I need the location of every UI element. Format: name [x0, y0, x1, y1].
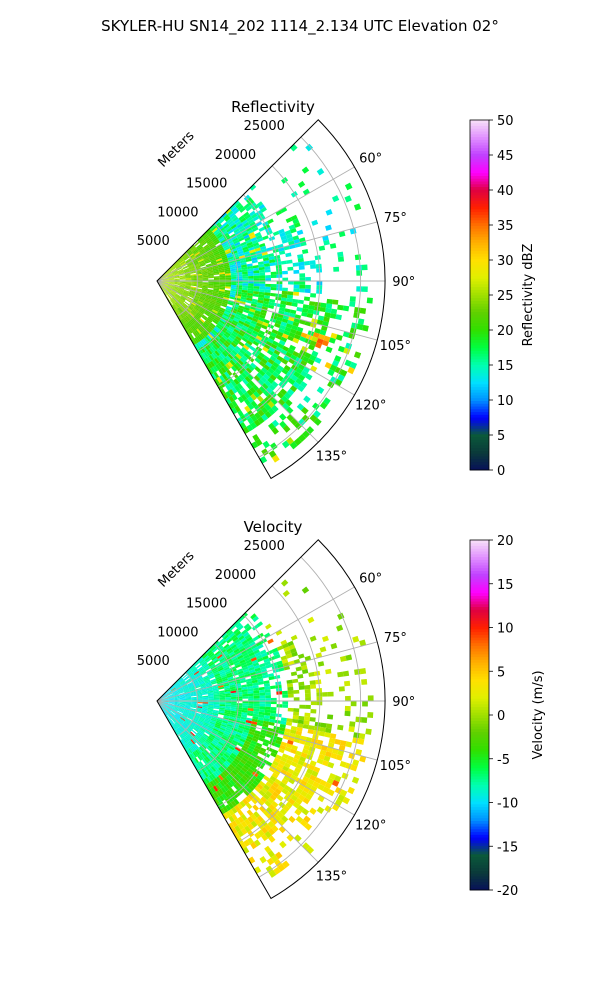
range-ring: [258, 136, 361, 458]
data-field: [157, 579, 374, 878]
azimuth-tick-label: 60°: [359, 152, 382, 167]
azimuth-line: [156, 700, 355, 816]
range-tick-label: 20000: [215, 148, 256, 163]
wedge-frame: [156, 119, 386, 480]
azimuth-tick-label: 75°: [384, 211, 407, 226]
polar-grid: [156, 136, 385, 458]
range-tick-label: 5000: [137, 654, 170, 669]
figure-title: SKYLER-HU SN14_202 1114_2.134 UTC Elevat…: [101, 17, 499, 36]
colorbar-tick-label: -10: [497, 797, 518, 812]
azimuth-line: [156, 280, 355, 396]
azimuth-tick-label: 75°: [384, 631, 407, 646]
azimuth-tick-label: 60°: [359, 572, 382, 587]
range-tick-label: 10000: [157, 625, 198, 640]
range-ring: [217, 194, 280, 388]
range-tick-label: 20000: [215, 568, 256, 583]
range-ring: [177, 251, 199, 317]
colorbar-tick-label: 5: [497, 429, 505, 444]
panel-title: Velocity: [244, 518, 303, 536]
colorbar-tick-label: 15: [497, 359, 514, 374]
colorbar-tick-label: 50: [497, 114, 514, 129]
azimuth-line: [156, 280, 378, 341]
polar-grid: [156, 556, 385, 878]
range-axis-label: Meters: [156, 128, 198, 170]
colorbar-tick-label: 20: [497, 534, 514, 549]
range-ring: [177, 671, 199, 737]
panel-reflectivity: Reflectivity 5000 10000 15000 20000 25000 Mete…: [137, 98, 536, 480]
colorbar-tick-label: 5: [497, 665, 505, 680]
azimuth-line: [156, 166, 355, 282]
colorbar-tick-label: 0: [497, 709, 505, 724]
panel-title: Reflectivity: [231, 98, 315, 116]
colorbar-label: Velocity (m/s): [531, 670, 546, 759]
colorbar-label: Reflectivity dBZ: [521, 244, 536, 347]
range-tick-label: 15000: [186, 177, 227, 192]
wedge-frame: [156, 539, 386, 900]
range-ring: [217, 614, 280, 808]
colorbar-tick-label: 45: [497, 149, 514, 164]
colorbar-tick-label: 10: [497, 394, 514, 409]
range-tick-label: 10000: [157, 205, 198, 220]
data-field: [157, 143, 373, 464]
azimuth-tick-label: 135°: [316, 869, 347, 884]
colorbar-tick-label: -20: [497, 884, 518, 899]
range-axis-label: Meters: [156, 548, 198, 590]
colorbar-tick-label: 35: [497, 219, 514, 234]
panel-velocity: Velocity 5000 10000 15000 20000 25000 Meters 60…: [137, 518, 546, 900]
range-tick-label: 5000: [137, 234, 170, 249]
range-ring: [197, 643, 239, 772]
range-ring: [197, 223, 239, 352]
colorbar-tick-label: 40: [497, 184, 514, 199]
azimuth-tick-label: 105°: [380, 759, 411, 774]
range-tick-label: 25000: [244, 539, 285, 554]
colorbar-tick-label: 20: [497, 324, 514, 339]
azimuth-tick-label: 90°: [392, 275, 415, 290]
azimuth-line: [156, 586, 355, 702]
azimuth-tick-label: 105°: [380, 339, 411, 354]
colorbar-tick-label: 0: [497, 464, 505, 479]
azimuth-line: [156, 700, 378, 761]
azimuth-tick-label: 135°: [316, 449, 347, 464]
range-ring: [258, 556, 361, 878]
azimuth-tick-label: 120°: [355, 398, 386, 413]
range-tick-label: 15000: [186, 597, 227, 612]
azimuth-line: [156, 221, 378, 282]
colorbar-tick-label: 30: [497, 254, 514, 269]
azimuth-line: [156, 641, 378, 702]
azimuth-line: [156, 280, 319, 443]
range-tick-label: 25000: [244, 119, 285, 134]
colorbar-tick-label: 15: [497, 578, 514, 593]
azimuth-line: [156, 700, 319, 863]
colorbar: -20 -15 -10 -5 0 5 10 15 20 Velocity (m/s): [469, 534, 546, 899]
azimuth-tick-label: 120°: [355, 818, 386, 833]
colorbar-tick-label: 10: [497, 622, 514, 637]
azimuth-tick-label: 90°: [392, 695, 415, 710]
colorbar-tick-label: -5: [497, 753, 510, 768]
colorbar: 0 5 10 15 20 25 30 35 40 45 50 Reflectivity dBZ: [469, 114, 536, 479]
colorbar-tick-label: 25: [497, 289, 514, 304]
colorbar-tick-label: -15: [497, 840, 518, 855]
